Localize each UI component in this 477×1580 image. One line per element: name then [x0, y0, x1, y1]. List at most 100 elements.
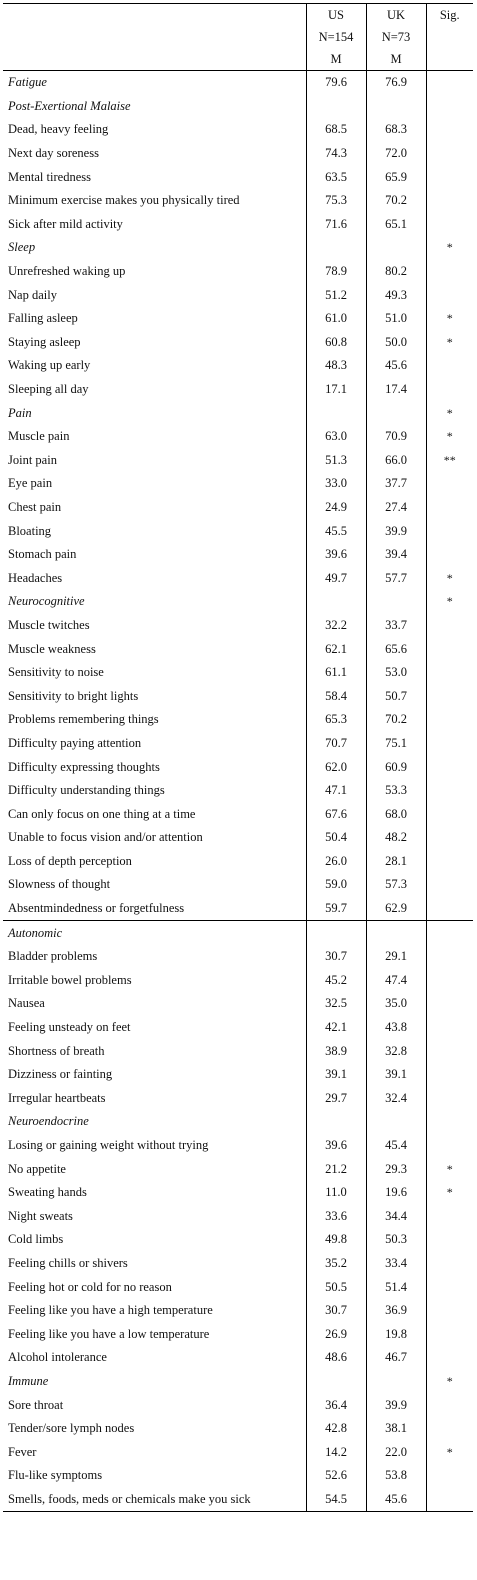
section-row: Immune *	[3, 1369, 473, 1394]
significance-cell	[425, 1346, 473, 1370]
significance-cell	[425, 1228, 473, 1252]
table-row: Sick after mild activity 71.6 65.1	[3, 212, 473, 237]
symptom-label: Tender/sore lymph nodes	[8, 1421, 135, 1436]
symptom-label: Mental tiredness	[8, 169, 91, 184]
section-row: Neuroendocrine	[3, 1110, 473, 1134]
symptom-label: Feeling chills or shivers	[8, 1255, 128, 1270]
uk-mean-cell: 33.7	[365, 613, 426, 638]
uk-mean-cell: 72.0	[365, 141, 426, 166]
header-uk: UK	[365, 3, 426, 26]
symptom-label: Muscle twitches	[8, 617, 90, 632]
uk-mean-cell	[365, 590, 426, 614]
uk-mean-cell	[365, 1110, 426, 1134]
symptom-label: Waking up early	[8, 358, 91, 373]
table-row: Loss of depth perception 26.0 28.1	[3, 849, 473, 874]
symptom-label: Feeling unsteady on feet	[8, 1020, 131, 1035]
header-uk-n: N=73	[365, 26, 426, 48]
uk-mean-cell: 50.0	[365, 330, 426, 355]
table-row: Minimum exercise makes you physically ti…	[3, 188, 473, 213]
uk-mean-cell: 32.8	[365, 1039, 426, 1063]
symptom-label: Next day soreness	[8, 146, 99, 161]
us-mean-cell: 67.6	[305, 802, 366, 826]
us-mean-cell: 33.6	[305, 1204, 366, 1229]
table-row: Difficulty paying attention 70.7 75.1	[3, 731, 473, 756]
us-mean-cell: 36.4	[305, 1393, 366, 1417]
uk-mean-cell: 19.8	[365, 1322, 426, 1347]
symptom-label: Night sweats	[8, 1208, 73, 1223]
significance-cell	[425, 1416, 473, 1441]
table-row: Cold limbs 49.8 50.3	[3, 1228, 473, 1252]
significance-cell: *	[425, 590, 473, 614]
significance-cell	[425, 613, 473, 638]
symptom-label: Sweating hands	[8, 1185, 87, 1200]
symptom-label: Headaches	[8, 570, 63, 585]
symptom-label: Problems remembering things	[8, 712, 159, 727]
significance-cell	[425, 141, 473, 166]
us-mean-cell: 54.5	[305, 1487, 366, 1513]
header-sig-blank	[425, 48, 473, 71]
uk-mean-cell: 68.0	[365, 802, 426, 826]
table-row: Muscle weakness 62.1 65.6	[3, 637, 473, 661]
us-mean-cell: 32.5	[305, 992, 366, 1016]
us-mean-cell: 61.1	[305, 660, 366, 685]
us-mean-cell: 42.1	[305, 1015, 366, 1040]
table-row: Bladder problems 30.7 29.1	[3, 944, 473, 969]
header-sig-blank	[425, 26, 473, 48]
table-row: Absentmindedness or forgetfulness 59.7 62.…	[3, 896, 473, 921]
significance-cell	[425, 1322, 473, 1347]
significance-cell: *	[425, 330, 473, 355]
symptom-label: Fever	[8, 1444, 37, 1459]
significance-cell	[425, 968, 473, 993]
table-row: Nap daily 51.2 49.3	[3, 283, 473, 307]
table-row: Stomach pain 39.6 39.4	[3, 542, 473, 567]
us-mean-cell: 42.8	[305, 1416, 366, 1441]
uk-mean-cell: 53.8	[365, 1464, 426, 1488]
symptom-label: Shortness of breath	[8, 1043, 105, 1058]
table-row: Sleeping all day 17.1 17.4	[3, 377, 473, 402]
us-mean-cell	[305, 94, 366, 119]
us-mean-cell: 11.0	[305, 1180, 366, 1205]
us-mean-cell: 14.2	[305, 1440, 366, 1465]
table-row: Chest pain 24.9 27.4	[3, 495, 473, 520]
uk-mean-cell: 76.9	[365, 70, 426, 95]
uk-mean-cell: 65.9	[365, 165, 426, 189]
symptom-label: Joint pain	[8, 452, 57, 467]
us-mean-cell: 68.5	[305, 118, 366, 142]
us-mean-cell: 21.2	[305, 1157, 366, 1181]
symptom-label: Losing or gaining weight without trying	[8, 1138, 209, 1153]
us-mean-cell: 32.2	[305, 613, 366, 638]
table-row: Feeling like you have a low temperature 2…	[3, 1322, 473, 1347]
uk-mean-cell: 70.2	[365, 188, 426, 213]
table-row: Tender/sore lymph nodes 42.8 38.1	[3, 1416, 473, 1441]
us-mean-cell: 63.0	[305, 424, 366, 449]
table-row: Unable to focus vision and/or attention 5…	[3, 826, 473, 850]
header-row-sample-size: N=154 N=73	[3, 26, 473, 48]
us-mean-cell: 48.3	[305, 354, 366, 378]
significance-cell: *	[425, 236, 473, 260]
uk-mean-cell	[365, 401, 426, 425]
table-row: Headaches 49.7 57.7 *	[3, 566, 473, 591]
uk-mean-cell: 39.4	[365, 542, 426, 567]
significance-cell	[425, 684, 473, 709]
us-mean-cell: 26.9	[305, 1322, 366, 1347]
uk-mean-cell: 38.1	[365, 1416, 426, 1441]
significance-cell: **	[425, 448, 473, 473]
significance-cell	[425, 1251, 473, 1276]
symptom-label: Sick after mild activity	[8, 216, 123, 231]
symptom-label: Bladder problems	[8, 949, 98, 964]
header-row-countries: US UK Sig.	[3, 3, 473, 26]
uk-mean-cell: 57.7	[365, 566, 426, 591]
significance-cell	[425, 637, 473, 661]
table-row: Difficulty expressing thoughts 62.0 60.9	[3, 755, 473, 779]
significance-cell	[425, 165, 473, 189]
table-row: Dizziness or fainting 39.1 39.1	[3, 1062, 473, 1087]
us-mean-cell: 70.7	[305, 731, 366, 756]
us-mean-cell: 71.6	[305, 212, 366, 237]
table-row: No appetite 21.2 29.3 *	[3, 1157, 473, 1181]
uk-mean-cell: 46.7	[365, 1346, 426, 1370]
symptom-label: Flu-like symptoms	[8, 1468, 103, 1483]
symptom-label: Can only focus on one thing at a time	[8, 806, 196, 821]
uk-mean-cell: 32.4	[365, 1086, 426, 1111]
significance-cell: *	[425, 1180, 473, 1205]
us-mean-cell	[305, 1369, 366, 1394]
